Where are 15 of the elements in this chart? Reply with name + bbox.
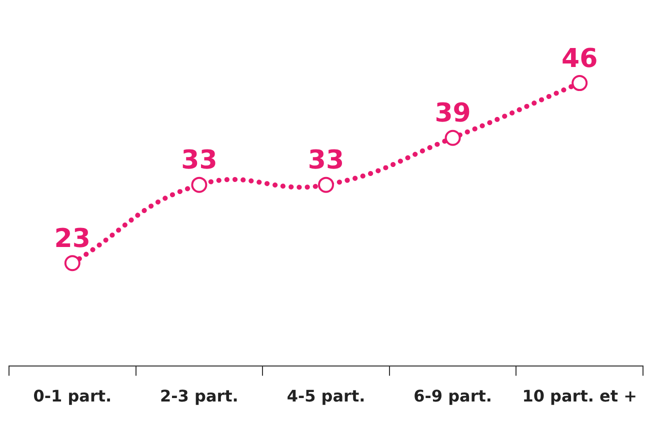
x-tick-label: 4-5 part. — [286, 386, 366, 406]
x-tick-label: 2-3 part. — [160, 386, 238, 406]
point — [444, 130, 461, 146]
data-label: 46 — [562, 44, 598, 74]
data-label: 23 — [54, 224, 90, 254]
data-label: 33 — [181, 146, 218, 176]
x-tick-label: 0-1 part. — [33, 386, 112, 406]
point — [318, 176, 334, 193]
point — [64, 255, 80, 272]
x-tick-label: 10 part. et + — [522, 386, 637, 406]
point — [572, 75, 588, 92]
point — [191, 176, 208, 193]
data-label: 39 — [434, 98, 471, 129]
data-label: 33 — [308, 146, 344, 176]
x-tick-label: 6-9 part. — [414, 386, 492, 406]
